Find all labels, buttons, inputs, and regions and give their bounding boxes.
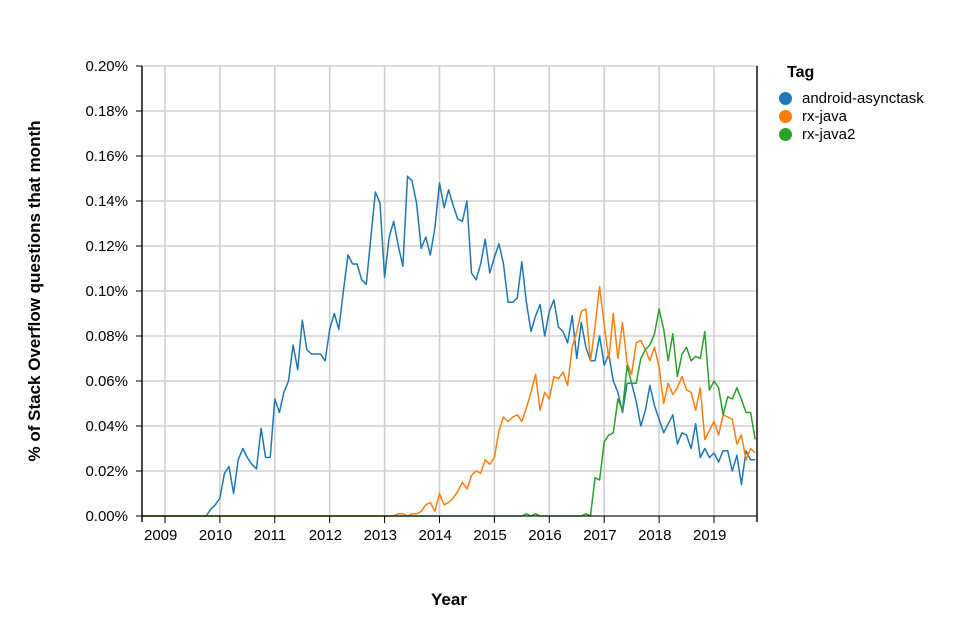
axes: 0.00% 0.02% 0.04% 0.06% 0.08% 0.10% 0.12% 0.14%… [85, 58, 758, 544]
x-tick-label: 2012 [309, 527, 342, 544]
y-tick-label: 0.06% [85, 373, 128, 390]
legend-label: rx-java [802, 107, 848, 125]
y-tick-label: 0.02% [85, 463, 128, 480]
y-tick-label: 0.14% [85, 193, 128, 210]
y-tick-label: 0.12% [85, 238, 128, 255]
legend-label: rx-java2 [802, 125, 856, 143]
x-tick-label: 2018 [638, 527, 671, 544]
y-tick-label: 0.20% [85, 58, 128, 75]
legend-item-android-asynctask[interactable]: android-asynctask [779, 89, 924, 107]
series-line-android-asynctask [142, 175, 756, 517]
grid-lines [142, 65, 757, 517]
y-tick-label: 0.18% [85, 103, 128, 120]
y-tick-label: 0.00% [85, 508, 128, 525]
x-axis-title: Year [431, 590, 467, 609]
legend-label: android-asynctask [802, 89, 924, 107]
series-lines [142, 175, 756, 517]
y-tick-label: 0.16% [85, 148, 128, 165]
circle-icon [779, 109, 792, 123]
y-tick-label: 0.08% [85, 328, 128, 345]
x-tick-label: 2014 [419, 527, 452, 544]
x-tick-label: 2017 [583, 527, 616, 544]
y-tick-label: 0.10% [85, 283, 128, 300]
x-tick-label: 2016 [528, 527, 561, 544]
circle-icon [779, 127, 792, 141]
y-axis-title: % of Stack Overflow questions that month [25, 121, 44, 462]
legend-item-rx-java[interactable]: rx-java [779, 107, 924, 125]
x-tick-label: 2011 [254, 527, 286, 544]
legend-title: Tag [787, 64, 815, 81]
x-tick-label: 2010 [199, 527, 232, 544]
y-tick-label: 0.04% [85, 418, 128, 435]
x-tick-label: 2013 [364, 527, 397, 544]
legend-item-rx-java2[interactable]: rx-java2 [779, 125, 924, 143]
legend: Tag android-asynctask rx-java rx-java2 [779, 64, 924, 143]
series-line-rx-java [142, 285, 756, 517]
x-tick-label: 2019 [693, 527, 726, 544]
circle-icon [779, 91, 792, 105]
x-tick-label: 2009 [144, 527, 177, 544]
x-tick-label: 2015 [473, 527, 506, 544]
